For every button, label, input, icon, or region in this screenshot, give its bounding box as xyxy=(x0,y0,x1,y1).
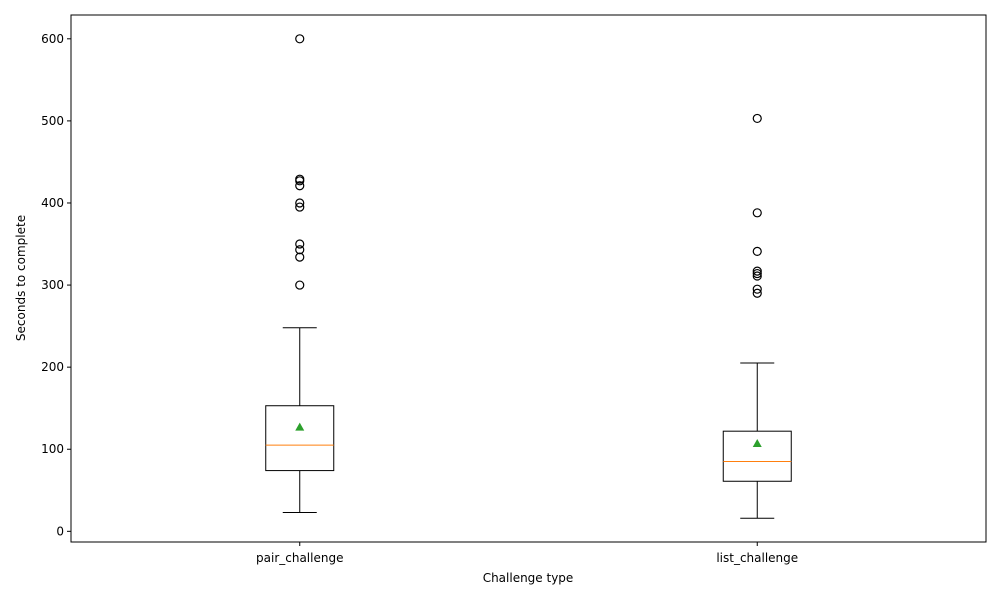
y-tick-label: 600 xyxy=(41,32,64,46)
outlier-point xyxy=(752,288,762,298)
outlier-point xyxy=(295,239,305,249)
y-tick-label: 0 xyxy=(56,524,64,538)
outlier-point xyxy=(295,280,305,290)
iqr-box xyxy=(722,430,792,482)
x-axis-ticks: pair_challenge list_challenge xyxy=(256,542,798,565)
mean-marker xyxy=(752,438,762,447)
x-tick-label: list_challenge xyxy=(716,551,798,565)
outlier-point xyxy=(295,202,305,212)
boxes-layer xyxy=(265,34,792,519)
y-tick-label: 400 xyxy=(41,196,64,210)
mean-marker xyxy=(295,422,305,431)
y-tick-label: 300 xyxy=(41,278,64,292)
outlier-point xyxy=(295,252,305,262)
outlier-point xyxy=(295,174,305,184)
outlier-point xyxy=(752,271,762,281)
plot-area xyxy=(70,14,987,543)
box-group-pair_challenge xyxy=(265,34,335,513)
x-tick-label: pair_challenge xyxy=(256,551,343,565)
outlier-point xyxy=(295,198,305,208)
outlier-point xyxy=(295,245,305,255)
outlier-point xyxy=(752,113,762,124)
outlier-point xyxy=(752,284,762,294)
outlier-point xyxy=(752,268,762,279)
outlier-point xyxy=(752,246,762,257)
y-axis-ticks: 0 100 200 300 400 500 600 xyxy=(41,32,71,538)
y-tick-label: 100 xyxy=(41,442,64,456)
outlier-point xyxy=(752,208,762,218)
y-tick-label: 200 xyxy=(41,360,64,374)
outlier-point xyxy=(295,181,305,191)
x-axis-label: Challenge type xyxy=(483,571,574,585)
iqr-box xyxy=(265,405,335,472)
y-tick-label: 500 xyxy=(41,114,64,128)
outlier-point xyxy=(295,34,305,44)
outlier-point xyxy=(752,266,762,276)
box-group-list_challenge xyxy=(722,113,792,519)
y-axis-label: Seconds to complete xyxy=(14,215,28,341)
